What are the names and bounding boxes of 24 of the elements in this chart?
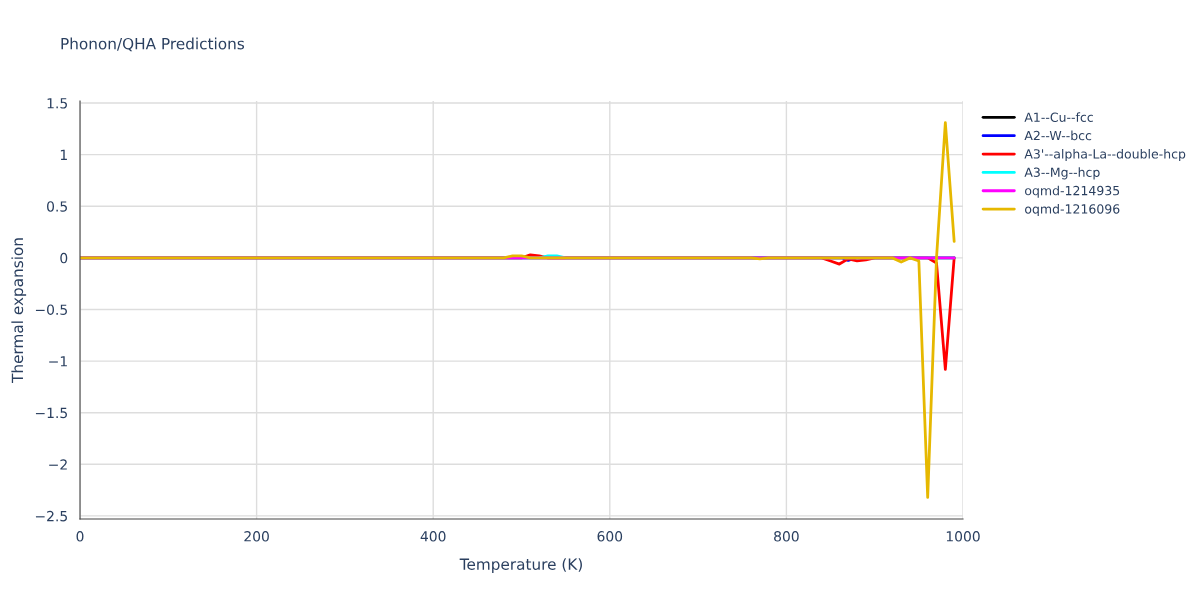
legend-label: oqmd-1214935 (1025, 185, 1120, 198)
y-axis-title: Thermal expansion (11, 238, 27, 384)
legend-label: A2--W--bcc (1024, 130, 1092, 141)
legend-label: A3--Mg--hcp (1024, 167, 1100, 180)
x-tick-label: 800 (774, 531, 799, 542)
legend-label: A3'--alpha-La--double-hcp (1024, 148, 1186, 162)
chart-title: Phonon/QHA Predictions (61, 37, 245, 52)
x-axis-title: Temperature (K) (459, 558, 582, 573)
y-tick-label: 1 (60, 149, 67, 160)
x-tick-label: 200 (244, 531, 269, 542)
y-tick-label: −1.5 (35, 407, 67, 419)
x-tick-label: 1000 (946, 531, 980, 542)
y-tick-label: −2.5 (35, 510, 67, 522)
x-tick-label: 400 (420, 531, 446, 542)
legend-label: oqmd-1216096 (1025, 203, 1120, 217)
y-tick-label: 1.5 (47, 98, 67, 109)
y-tick-label: 0 (60, 252, 68, 264)
y-tick-label: −0.5 (35, 304, 67, 315)
y-tick-label: −1 (49, 356, 67, 367)
legend-label: A1--Cu--fcc (1024, 112, 1093, 122)
y-tick-label: 0.5 (47, 201, 67, 212)
x-tick-label: 0 (76, 531, 84, 542)
y-tick-label: −2 (49, 459, 67, 470)
x-tick-label: 600 (597, 531, 623, 542)
